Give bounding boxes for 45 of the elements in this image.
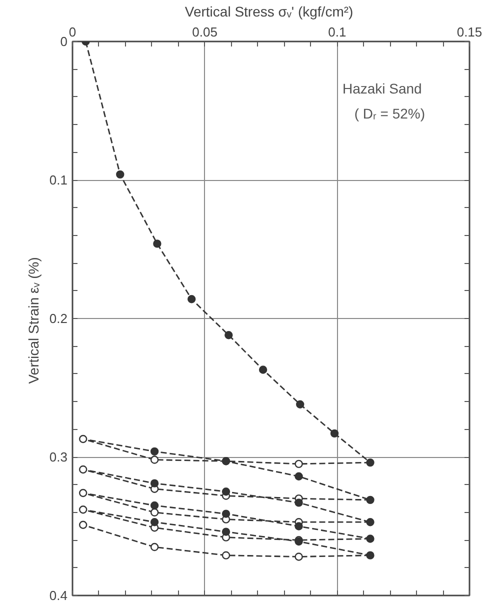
point — [366, 518, 374, 526]
point — [150, 508, 159, 516]
point — [150, 479, 159, 488]
point — [222, 551, 230, 560]
point — [294, 522, 303, 530]
x-tick-label: 0.1 — [328, 24, 346, 40]
point — [150, 542, 159, 552]
point — [153, 240, 162, 248]
point — [330, 429, 339, 438]
point — [224, 331, 233, 340]
annotation: ( Dᵣ = 52%) — [354, 106, 426, 122]
y-tick-label: 0 — [60, 34, 68, 49]
y-tick-label: 0.2 — [49, 311, 68, 326]
point — [366, 534, 374, 543]
point — [366, 496, 374, 504]
point — [150, 447, 159, 456]
x-tick-label: 0.05 — [192, 24, 218, 40]
point — [78, 506, 88, 514]
point — [116, 170, 124, 179]
point — [150, 518, 159, 526]
point — [294, 498, 303, 507]
point — [296, 400, 304, 408]
point — [150, 501, 159, 510]
point — [188, 295, 196, 304]
x-axis-title: Vertical Stress σᵥ' (kgf/cm²) — [184, 4, 354, 20]
point — [366, 458, 374, 467]
point — [222, 528, 230, 536]
point — [222, 510, 230, 518]
point — [294, 460, 303, 468]
point — [150, 456, 159, 464]
point — [366, 551, 374, 560]
point — [222, 488, 230, 496]
y-axis-title: Vertical Strain εᵥ (%) — [25, 257, 42, 384]
y-tick-label: 0.4 — [49, 588, 68, 601]
y-tick-label: 0.3 — [49, 450, 68, 464]
point — [78, 520, 88, 529]
point — [294, 472, 303, 480]
point — [78, 488, 88, 498]
annotation: Hazaki Sand — [342, 80, 422, 97]
point — [78, 465, 88, 474]
point — [258, 366, 268, 374]
y-tick-label: 0.1 — [49, 172, 68, 188]
x-tick-label: 0.15 — [456, 24, 482, 40]
point — [78, 434, 88, 444]
point — [294, 552, 303, 561]
